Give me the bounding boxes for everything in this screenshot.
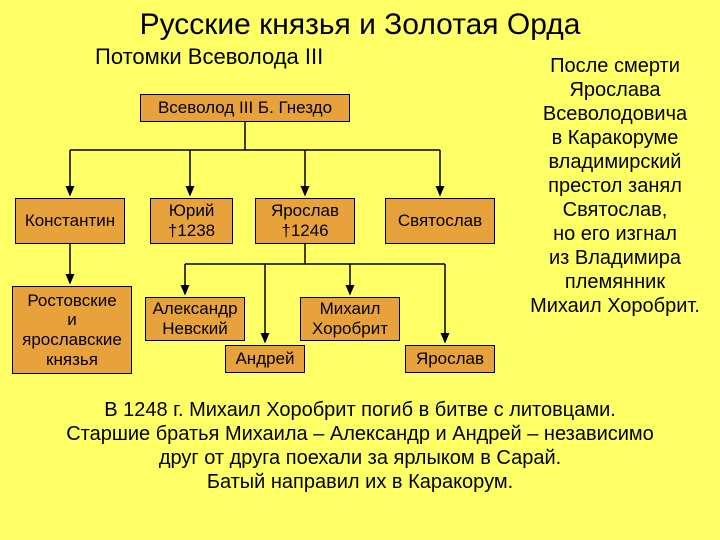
node-label: Андрей: [235, 349, 294, 369]
node-andrei: Андрей: [225, 345, 305, 373]
node-label: Константин: [25, 211, 115, 231]
node-yaroslav2: Ярослав: [405, 345, 495, 373]
node-yaroslav: Ярослав †1246: [255, 198, 355, 244]
node-konstantin: Константин: [15, 198, 125, 244]
node-label: Ростовские и ярославские князья: [22, 291, 122, 369]
side-text: После смерти Ярослава Всеволодовича в Ка…: [515, 54, 715, 318]
node-label: Александр Невский: [152, 299, 237, 338]
node-svyatoslav: Святослав: [385, 198, 495, 244]
node-label: Ярослав: [416, 349, 484, 369]
node-label: Всеволод III Б. Гнездо: [158, 98, 332, 118]
node-label: Святослав: [398, 211, 482, 231]
page-title: Русские князья и Золотая Орда: [0, 0, 720, 44]
node-label: Ярослав †1246: [271, 201, 339, 240]
node-rostov: Ростовские и ярославские князья: [12, 286, 132, 374]
node-yuri: Юрий †1238: [150, 198, 233, 244]
node-root: Всеволод III Б. Гнездо: [140, 94, 350, 122]
node-mikhail: Михаил Хоробрит: [300, 297, 400, 341]
node-label: Михаил Хоробрит: [312, 299, 388, 338]
bottom-text: В 1248 г. Михаил Хоробрит погиб в битве …: [0, 398, 720, 494]
node-alexander: Александр Невский: [145, 297, 245, 341]
node-label: Юрий †1238: [168, 201, 215, 240]
